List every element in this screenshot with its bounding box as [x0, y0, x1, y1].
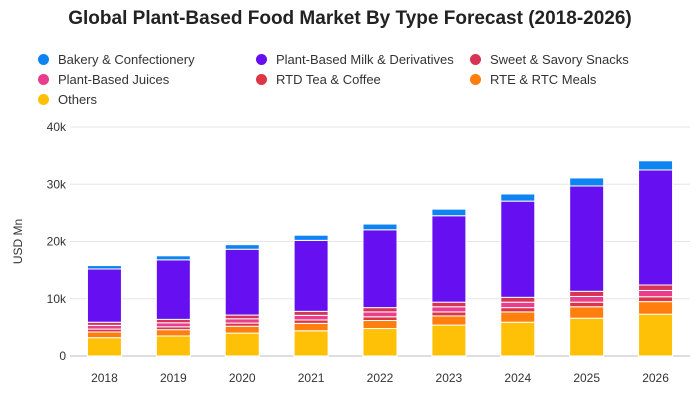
bar-segment	[86, 331, 122, 339]
bar-segment	[293, 239, 329, 312]
legend-item-rte-meals[interactable]: RTE & RTC Meals	[470, 72, 596, 87]
x-tick-label: 2024	[504, 371, 531, 385]
bar-segment	[293, 319, 329, 324]
bar-segment	[638, 313, 674, 357]
bar-segment	[569, 306, 605, 319]
bar-segment	[500, 321, 536, 357]
bar-segment	[638, 301, 674, 315]
bar-segment	[224, 314, 260, 320]
legend-marker	[470, 74, 481, 85]
legend-item-snacks[interactable]: Sweet & Savory Snacks	[470, 52, 629, 67]
bar-segment	[293, 314, 329, 321]
bar-segment	[500, 301, 536, 309]
bar-segment	[362, 311, 398, 318]
legend-label: Bakery & Confectionery	[58, 52, 195, 67]
x-tick-label: 2026	[642, 371, 669, 385]
bar-segment	[155, 322, 191, 328]
bar-segment	[638, 284, 674, 291]
legend-marker	[38, 74, 49, 85]
legend-marker	[256, 54, 267, 65]
y-tick-label: 20k	[47, 235, 67, 249]
y-tick-label: 40k	[47, 120, 67, 134]
bar-segment	[362, 328, 398, 357]
bar-segment	[362, 316, 398, 322]
bar-segment	[431, 324, 467, 357]
bar-segment	[293, 330, 329, 357]
bar-segment	[500, 307, 536, 313]
legend-item-bakery[interactable]: Bakery & Confectionery	[38, 52, 195, 67]
legend-label: Sweet & Savory Snacks	[490, 52, 629, 67]
bar-segment	[224, 318, 260, 324]
legend-item-tea-coffee[interactable]: RTD Tea & Coffee	[256, 72, 381, 87]
bar-segment	[155, 329, 191, 337]
bar-segment	[500, 193, 536, 202]
legend-label: Plant-Based Milk & Derivatives	[276, 52, 454, 67]
bar-segment	[431, 208, 467, 217]
bar-segment	[224, 332, 260, 357]
bar-segment	[293, 310, 329, 316]
bar-segment	[431, 215, 467, 303]
bar-segment	[362, 223, 398, 231]
bar-segment	[155, 318, 191, 324]
bar-segment	[86, 268, 122, 323]
bar-segment	[569, 177, 605, 187]
bar-segment	[155, 335, 191, 357]
bar-segment	[569, 295, 605, 303]
bar-segment	[86, 265, 122, 270]
legend-label: RTD Tea & Coffee	[276, 72, 381, 87]
bar-segment	[86, 337, 122, 357]
bar-segment	[638, 289, 674, 298]
bar-segment	[638, 296, 674, 303]
bar-segment	[86, 324, 122, 330]
legend-marker	[38, 94, 49, 105]
bar-segment	[569, 317, 605, 357]
bar-segment	[569, 290, 605, 297]
bar-segment	[293, 234, 329, 241]
bar-segment	[500, 200, 536, 298]
bar-segment	[362, 320, 398, 330]
legend-marker	[470, 54, 481, 65]
x-tick-label: 2021	[298, 371, 325, 385]
x-tick-label: 2018	[91, 371, 118, 385]
legend-label: Others	[58, 92, 98, 107]
x-tick-label: 2019	[160, 371, 187, 385]
bar-segment	[569, 301, 605, 308]
bar-segment	[500, 296, 536, 303]
bar-segment	[155, 255, 191, 261]
legend-label: RTE & RTC Meals	[490, 72, 597, 87]
bar-segment	[224, 244, 260, 250]
bar-segment	[431, 311, 467, 317]
y-tick-label: 0	[59, 349, 66, 363]
bar-segment	[155, 259, 191, 320]
bar-segment	[431, 306, 467, 313]
bar-segment	[224, 248, 260, 316]
y-tick-label: 10k	[47, 292, 67, 306]
bar-segment	[500, 311, 536, 323]
legend-marker	[256, 74, 267, 85]
bar-segment	[362, 229, 398, 309]
bar-segment	[638, 160, 674, 171]
x-tick-label: 2022	[367, 371, 394, 385]
x-tick-label: 2023	[436, 371, 463, 385]
bar-segment	[431, 315, 467, 326]
bar-segment	[431, 301, 467, 308]
y-tick-label: 30k	[47, 177, 67, 191]
y-axis-label: USD Mn	[11, 219, 25, 264]
legend-marker	[38, 54, 49, 65]
bar-segment	[569, 185, 605, 292]
bar-segment	[638, 169, 674, 286]
chart-title: Global Plant-Based Food Market By Type F…	[68, 8, 632, 29]
bar-segment	[362, 307, 398, 313]
bar-segment	[293, 322, 329, 332]
x-tick-label: 2020	[229, 371, 256, 385]
x-tick-label: 2025	[573, 371, 600, 385]
legend-item-others[interactable]: Others	[38, 92, 97, 107]
bar-segment	[224, 325, 260, 334]
legend-item-juices[interactable]: Plant-Based Juices	[38, 72, 169, 87]
legend-label: Plant-Based Juices	[58, 72, 170, 87]
legend-item-milk[interactable]: Plant-Based Milk & Derivatives	[256, 52, 454, 67]
